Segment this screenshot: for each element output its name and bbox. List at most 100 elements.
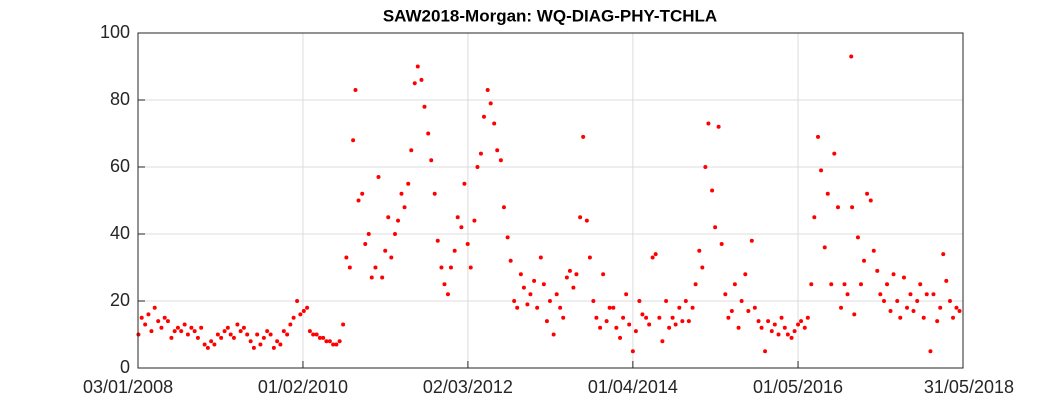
data-point xyxy=(805,315,810,320)
data-point xyxy=(396,218,401,223)
data-point xyxy=(442,282,447,287)
data-point xyxy=(311,332,316,337)
data-point xyxy=(544,319,549,324)
data-point xyxy=(351,138,356,143)
data-point xyxy=(594,315,599,320)
data-point xyxy=(356,198,361,203)
data-point xyxy=(512,299,517,303)
data-point xyxy=(881,299,886,303)
data-point xyxy=(766,319,771,324)
data-point xyxy=(690,305,695,310)
data-point xyxy=(541,282,546,287)
data-point xyxy=(657,315,662,320)
data-point xyxy=(601,272,606,277)
data-point xyxy=(452,248,457,253)
data-point xyxy=(268,332,273,337)
data-point xyxy=(162,315,167,320)
data-point xyxy=(528,292,533,297)
data-point xyxy=(212,342,217,347)
data-point xyxy=(908,292,913,297)
data-point xyxy=(172,329,177,334)
data-point xyxy=(485,87,490,92)
data-point xyxy=(598,325,603,330)
data-point xyxy=(918,282,923,287)
data-point xyxy=(205,345,210,350)
data-point xyxy=(888,309,893,314)
data-point xyxy=(832,151,837,156)
data-point xyxy=(159,325,164,330)
data-point xyxy=(238,329,243,334)
data-point xyxy=(475,165,480,169)
data-point xyxy=(209,339,214,344)
data-point xyxy=(149,329,154,334)
x-tick-label: 01/04/2014 xyxy=(588,377,678,397)
data-point xyxy=(415,64,420,69)
data-point xyxy=(921,315,926,320)
data-point xyxy=(165,319,170,324)
data-point xyxy=(222,329,227,334)
data-point xyxy=(538,255,543,260)
data-point xyxy=(341,322,346,327)
data-point xyxy=(551,332,556,337)
data-point xyxy=(515,305,520,310)
data-point xyxy=(383,248,388,253)
data-point xyxy=(835,205,840,210)
data-point xyxy=(373,265,378,270)
data-point xyxy=(849,54,854,59)
data-point xyxy=(581,134,586,139)
data-point xyxy=(488,101,493,106)
data-point xyxy=(726,315,731,320)
data-point xyxy=(199,325,204,330)
data-point xyxy=(389,255,394,260)
data-point xyxy=(518,272,523,277)
data-point xyxy=(468,265,473,270)
data-point xyxy=(412,81,417,86)
data-point xyxy=(241,325,246,330)
data-point xyxy=(621,315,626,320)
data-point xyxy=(301,309,306,314)
data-point xyxy=(251,345,256,350)
x-tick-label: 01/02/2010 xyxy=(258,377,348,397)
data-point xyxy=(792,329,797,334)
data-point xyxy=(618,335,623,340)
data-point xyxy=(850,205,855,210)
data-point xyxy=(324,339,329,344)
data-point xyxy=(317,335,322,340)
data-point xyxy=(686,319,691,324)
data-point xyxy=(858,282,863,287)
data-point xyxy=(535,305,540,310)
data-point xyxy=(314,332,319,337)
data-point xyxy=(235,322,240,327)
data-point xyxy=(426,131,431,136)
data-point xyxy=(954,305,959,310)
data-point xyxy=(587,255,592,260)
data-point xyxy=(219,335,224,340)
data-point xyxy=(265,329,270,334)
data-point xyxy=(554,292,559,297)
y-tick-label: 100 xyxy=(100,22,130,42)
data-point xyxy=(680,319,685,324)
data-point xyxy=(156,319,161,324)
data-point xyxy=(185,332,190,337)
data-point xyxy=(258,342,263,347)
data-point xyxy=(584,218,589,223)
data-point xyxy=(402,205,407,210)
data-point xyxy=(782,325,787,330)
data-point xyxy=(448,265,453,270)
data-point xyxy=(779,315,784,320)
data-point xyxy=(478,151,483,156)
data-point xyxy=(192,329,197,334)
data-point xyxy=(931,292,936,297)
data-point xyxy=(928,349,933,354)
data-point xyxy=(169,335,174,340)
data-point xyxy=(607,305,612,310)
y-tick-label: 20 xyxy=(110,290,130,310)
data-point xyxy=(785,332,790,337)
data-point xyxy=(839,305,844,310)
data-point xyxy=(769,329,774,334)
data-point xyxy=(561,315,566,320)
data-point xyxy=(202,342,207,347)
data-point xyxy=(604,319,609,324)
data-point xyxy=(295,299,300,303)
data-point xyxy=(298,312,303,317)
